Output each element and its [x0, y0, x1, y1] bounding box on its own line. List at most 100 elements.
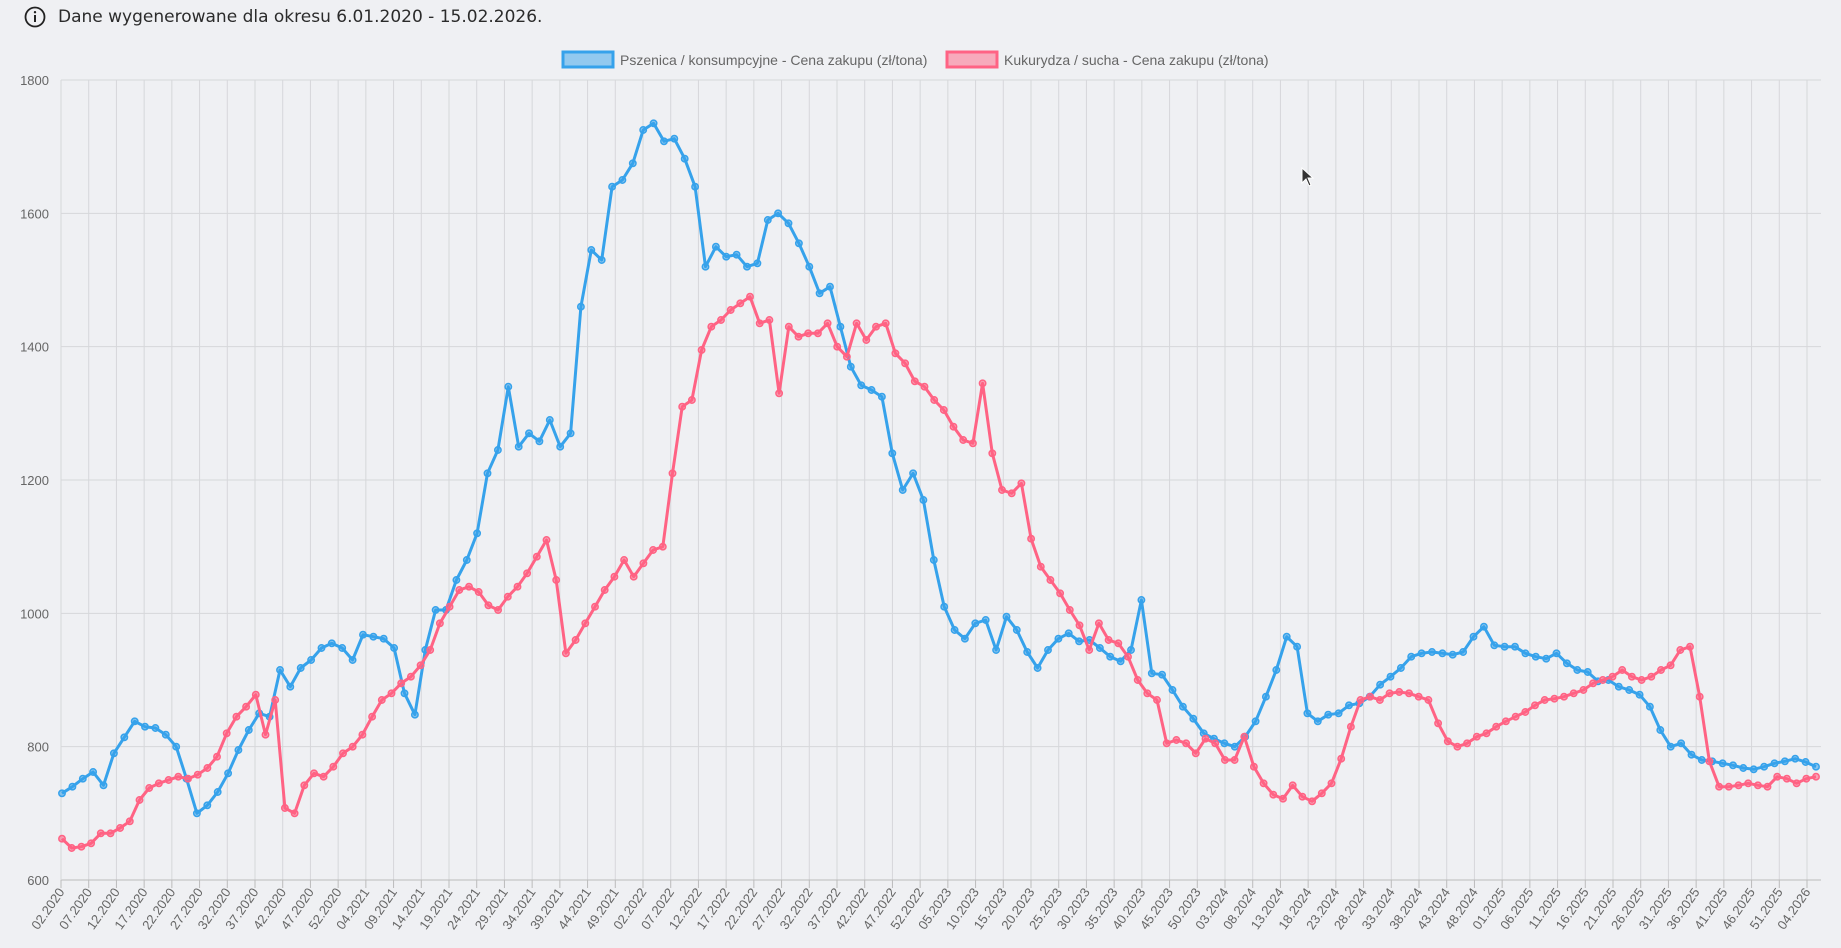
data-point[interactable] [106, 829, 115, 838]
data-point[interactable] [483, 469, 492, 478]
data-point[interactable] [503, 592, 512, 601]
data-point[interactable] [691, 182, 700, 191]
data-point[interactable] [608, 182, 617, 191]
data-point[interactable] [327, 639, 336, 648]
data-point[interactable] [857, 381, 866, 390]
data-point[interactable] [1027, 534, 1036, 543]
data-point[interactable] [1573, 666, 1582, 674]
data-point[interactable] [1293, 642, 1302, 651]
data-point[interactable] [939, 406, 948, 414]
data-point[interactable] [639, 559, 648, 568]
data-point[interactable] [1627, 672, 1636, 681]
data-point[interactable] [525, 429, 533, 438]
data-point[interactable] [901, 359, 910, 368]
data-point[interactable] [348, 742, 357, 751]
data-point[interactable] [620, 556, 629, 564]
data-point[interactable] [877, 392, 886, 401]
data-point[interactable] [397, 679, 406, 688]
data-point[interactable] [232, 712, 241, 721]
data-point[interactable] [369, 632, 378, 641]
data-point[interactable] [203, 801, 212, 810]
data-point[interactable] [1056, 589, 1065, 598]
data-point[interactable] [1448, 650, 1457, 659]
data-point[interactable] [1007, 489, 1016, 498]
data-point[interactable] [660, 137, 668, 146]
data-point[interactable] [707, 322, 716, 331]
data-point[interactable] [1396, 664, 1405, 672]
data-point[interactable] [1749, 765, 1758, 774]
data-point[interactable] [1782, 774, 1791, 783]
data-point[interactable] [307, 656, 316, 664]
data-point[interactable] [151, 724, 160, 732]
data-point[interactable] [1133, 676, 1142, 684]
data-point[interactable] [359, 630, 367, 639]
data-point[interactable] [184, 774, 192, 783]
data-point[interactable] [852, 319, 861, 328]
data-point[interactable] [1490, 641, 1499, 650]
data-point[interactable] [1802, 774, 1811, 783]
data-point[interactable] [1511, 642, 1519, 651]
data-point[interactable] [1002, 612, 1011, 621]
data-point[interactable] [1540, 696, 1549, 704]
data-point[interactable] [1189, 714, 1198, 723]
data-point[interactable] [1686, 642, 1694, 651]
data-point[interactable] [746, 292, 754, 301]
data-point[interactable] [1635, 690, 1644, 699]
data-point[interactable] [1085, 646, 1094, 654]
data-point[interactable] [1438, 649, 1447, 658]
data-point[interactable] [597, 256, 606, 264]
data-point[interactable] [1230, 742, 1239, 751]
data-point[interactable] [87, 839, 96, 848]
data-point[interactable] [649, 546, 658, 554]
data-point[interactable] [494, 606, 503, 614]
data-point[interactable] [1191, 749, 1200, 758]
data-point[interactable] [610, 572, 619, 581]
data-point[interactable] [1114, 639, 1123, 648]
data-point[interactable] [400, 689, 409, 698]
data-point[interactable] [465, 582, 473, 591]
data-point[interactable] [1220, 756, 1229, 764]
data-point[interactable] [276, 666, 284, 674]
data-point[interactable] [571, 636, 580, 644]
data-point[interactable] [1317, 789, 1326, 798]
data-point[interactable] [1137, 596, 1146, 604]
data-point[interactable] [406, 672, 415, 681]
data-point[interactable] [581, 619, 590, 628]
data-point[interactable] [1386, 672, 1395, 681]
data-point[interactable] [368, 712, 377, 721]
data-point[interactable] [1724, 782, 1733, 791]
data-point[interactable] [784, 322, 793, 331]
data-point[interactable] [628, 159, 637, 168]
data-point[interactable] [629, 572, 638, 581]
data-point[interactable] [1385, 689, 1394, 698]
data-point[interactable] [950, 626, 959, 634]
data-point[interactable] [1697, 756, 1706, 764]
data-point[interactable] [743, 262, 751, 271]
data-point[interactable] [1017, 479, 1026, 488]
data-point[interactable] [1656, 726, 1665, 734]
data-point[interactable] [116, 824, 125, 832]
data-point[interactable] [1065, 606, 1074, 614]
data-point[interactable] [431, 606, 440, 614]
data-point[interactable] [542, 536, 551, 544]
data-point[interactable] [1182, 739, 1191, 748]
data-point[interactable] [1346, 722, 1355, 731]
data-point[interactable] [1023, 648, 1032, 656]
data-point[interactable] [535, 437, 544, 446]
data-point[interactable] [755, 319, 764, 328]
data-point[interactable] [658, 542, 667, 551]
data-point[interactable] [1763, 782, 1772, 791]
data-point[interactable] [1147, 669, 1156, 678]
data-point[interactable] [813, 329, 822, 338]
data-point[interactable] [271, 696, 280, 704]
data-point[interactable] [1261, 692, 1270, 701]
data-point[interactable] [329, 762, 338, 771]
data-point[interactable] [1104, 636, 1113, 644]
data-point[interactable] [971, 619, 980, 628]
data-point[interactable] [872, 322, 880, 331]
data-point[interactable] [1453, 742, 1462, 751]
data-point[interactable] [1511, 712, 1520, 721]
data-point[interactable] [774, 209, 783, 218]
data-point[interactable] [556, 442, 565, 451]
data-point[interactable] [379, 634, 388, 643]
